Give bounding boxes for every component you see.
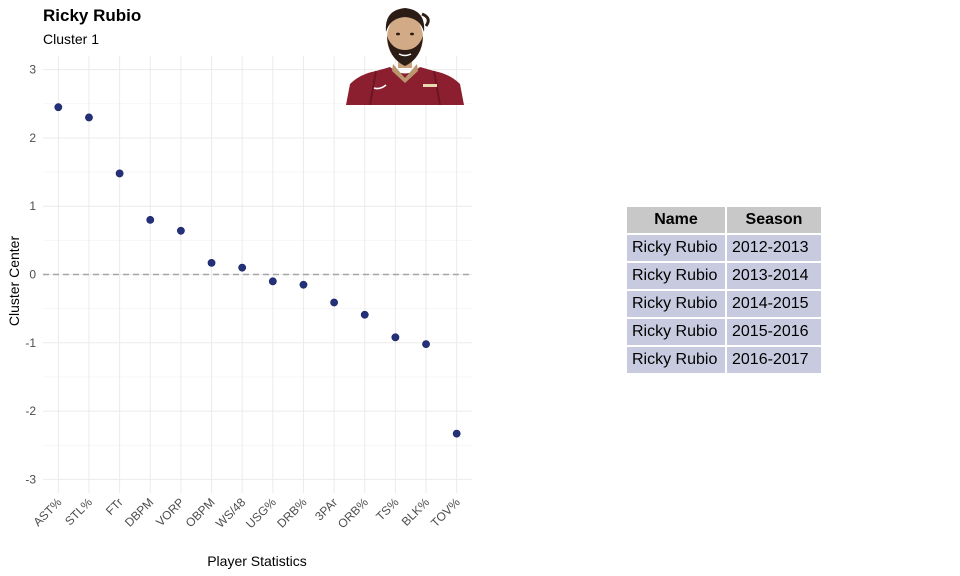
table-cell-name: Ricky Rubio <box>625 261 727 291</box>
data-point <box>452 429 461 438</box>
column-header-season: Season <box>725 205 823 235</box>
y-tick-label: -3 <box>25 472 36 486</box>
seasons-table: Name Season Ricky Rubio 2012-2013 Ricky … <box>625 205 823 375</box>
table-cell-season: 2014-2015 <box>725 289 823 319</box>
y-axis-title: Cluster Center <box>6 236 22 327</box>
table-row: Ricky Rubio 2012-2013 <box>625 233 823 263</box>
x-tick-label: USG% <box>243 495 279 531</box>
x-tick-label: AST% <box>30 495 64 529</box>
x-tick-label: STL% <box>62 495 95 528</box>
data-point <box>238 263 247 272</box>
x-tick-label: TS% <box>373 495 402 524</box>
x-tick-label: OBPM <box>183 495 218 530</box>
x-tick-label: DBPM <box>122 495 156 529</box>
x-tick-label: DRB% <box>274 495 310 531</box>
data-point <box>330 298 339 307</box>
data-point <box>207 258 216 267</box>
x-tick-label: VORP <box>153 495 187 529</box>
player-headshot-icon <box>346 8 464 105</box>
x-tick-label: FTr <box>103 495 126 518</box>
data-point <box>146 215 155 224</box>
y-tick-label: -1 <box>25 336 36 350</box>
table-cell-season: 2013-2014 <box>725 261 823 291</box>
data-point <box>85 113 93 122</box>
table-cell-season: 2015-2016 <box>725 317 823 347</box>
data-point <box>268 277 277 286</box>
table-row: Ricky Rubio 2016-2017 <box>625 345 823 375</box>
x-tick-label: WS/48 <box>213 495 249 531</box>
table-row: Ricky Rubio 2013-2014 <box>625 261 823 291</box>
y-tick-label: 0 <box>29 268 36 282</box>
x-tick-label: ORB% <box>335 495 371 531</box>
data-point <box>54 103 63 112</box>
column-header-name: Name <box>625 205 727 235</box>
table-cell-season: 2016-2017 <box>725 345 823 375</box>
x-tick-label: BLK% <box>399 495 433 529</box>
data-point <box>115 169 124 178</box>
table-cell-name: Ricky Rubio <box>625 233 727 263</box>
y-tick-label: -2 <box>25 404 36 418</box>
table-header-row: Name Season <box>625 205 823 235</box>
table-row: Ricky Rubio 2015-2016 <box>625 317 823 347</box>
y-tick-label: 2 <box>29 131 36 145</box>
table-cell-name: Ricky Rubio <box>625 289 727 319</box>
data-point <box>176 226 185 235</box>
y-tick-label: 3 <box>29 63 36 77</box>
y-axis-ticks: -3 -2 -1 0 1 2 3 <box>25 63 36 487</box>
data-points <box>54 103 461 438</box>
table-cell-name: Ricky Rubio <box>625 317 727 347</box>
x-tick-label: TOV% <box>428 495 463 530</box>
table-cell-season: 2012-2013 <box>725 233 823 263</box>
data-point <box>391 333 400 342</box>
data-point <box>422 340 430 349</box>
data-point <box>299 280 308 289</box>
table-cell-name: Ricky Rubio <box>625 345 727 375</box>
chart-title: Ricky Rubio <box>43 6 142 25</box>
x-axis-title: Player Statistics <box>207 553 307 569</box>
data-point <box>360 310 369 319</box>
y-tick-label: 1 <box>29 199 36 213</box>
chart-subtitle: Cluster 1 <box>43 31 100 47</box>
table-row: Ricky Rubio 2014-2015 <box>625 289 823 319</box>
